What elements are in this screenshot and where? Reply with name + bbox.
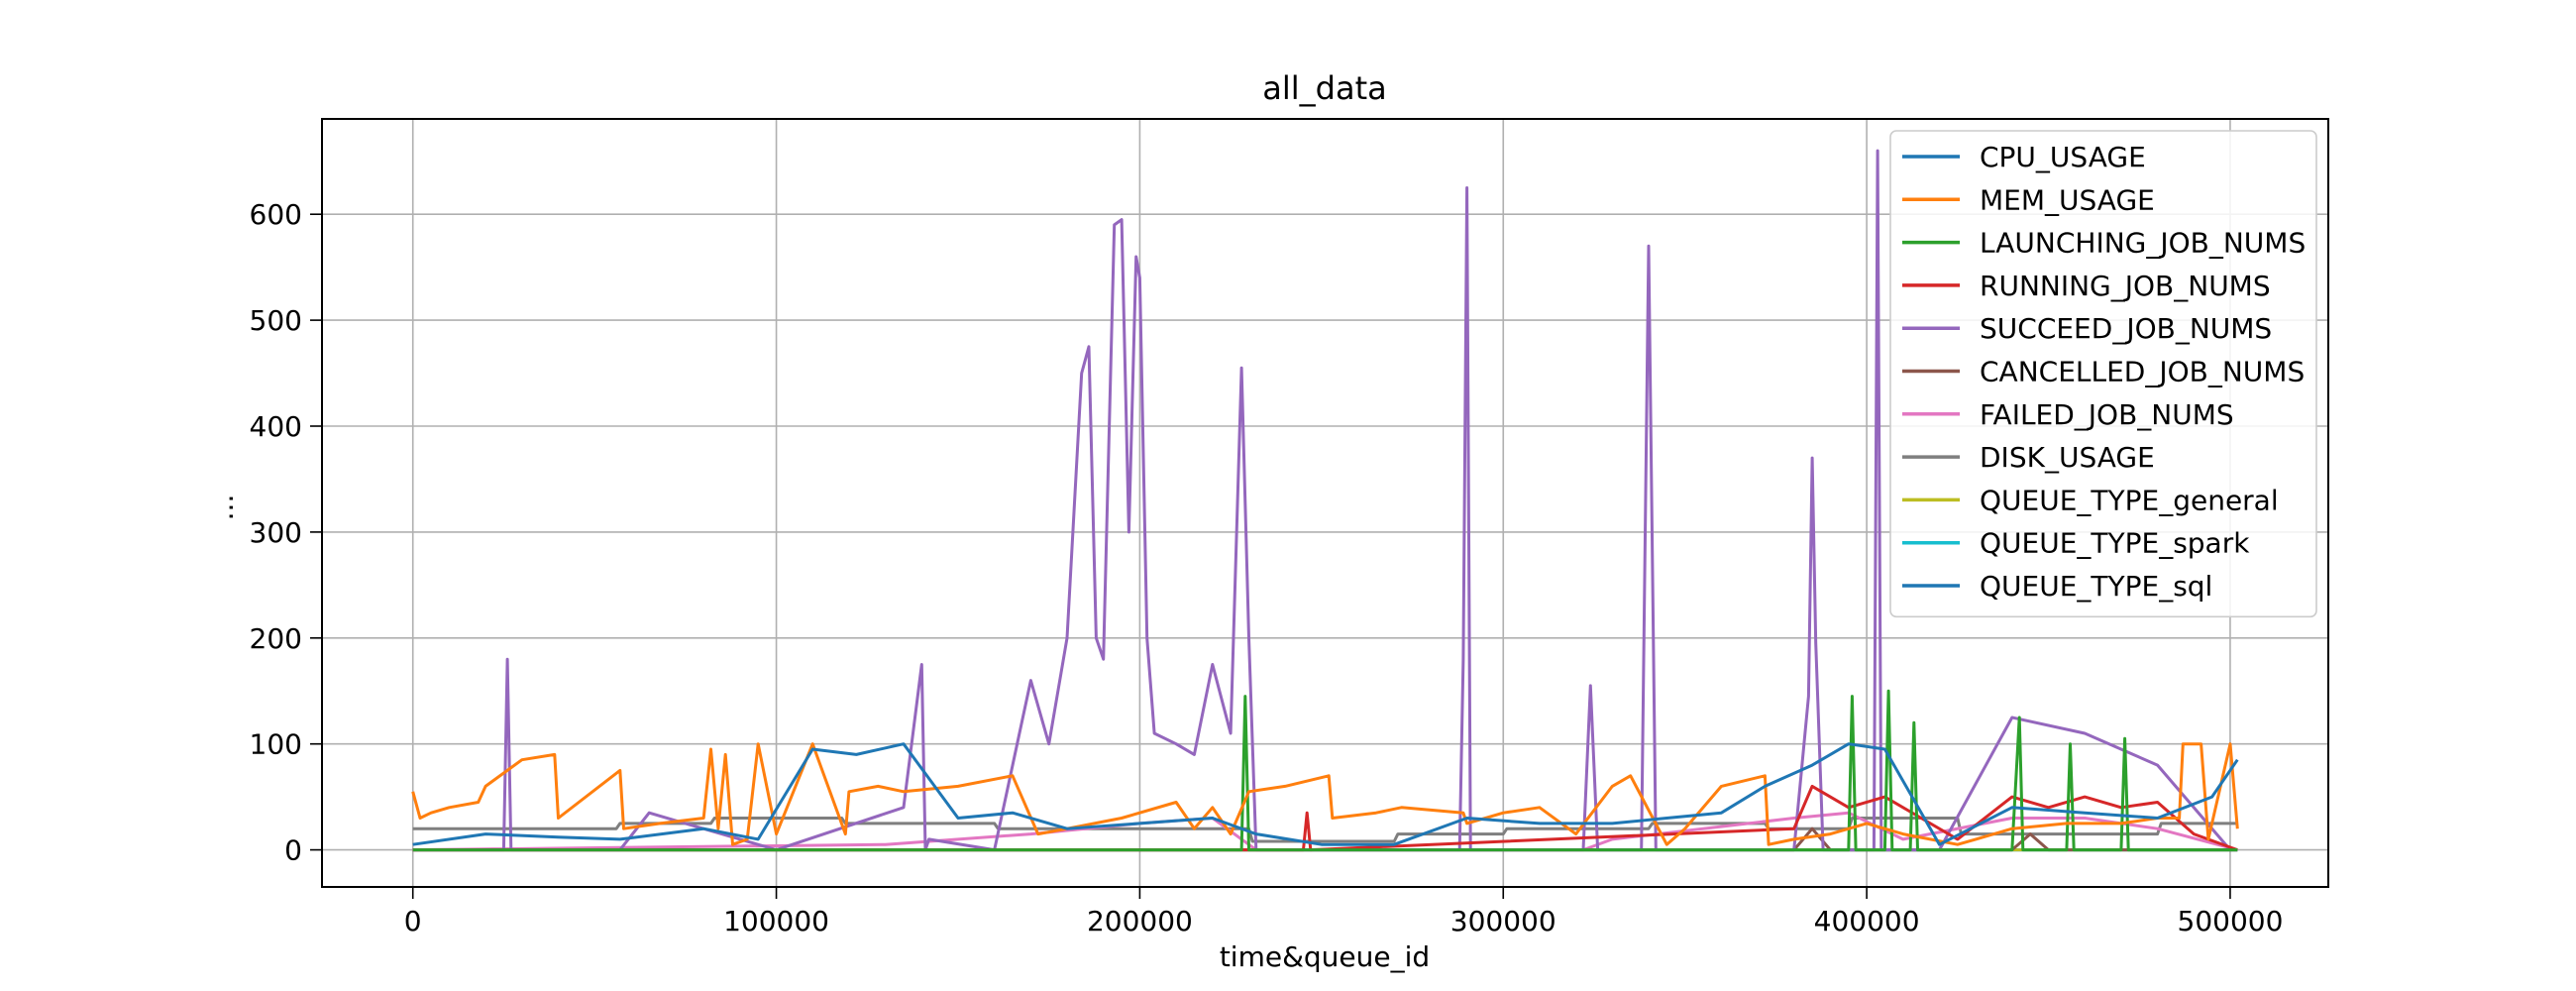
legend-label-cancelled-job-nums: CANCELLED_JOB_NUMS xyxy=(1980,356,2305,388)
plot-frame xyxy=(321,118,2329,888)
y-axis: 0 100 200 300 400 500 600 xyxy=(250,198,322,867)
legend-label-cpu-usage: CPU_USAGE xyxy=(1980,141,2146,173)
y-axis-label: ... xyxy=(207,495,240,521)
series-line-launching-job-nums xyxy=(412,689,2238,852)
legend-box xyxy=(1889,130,2317,618)
x-tick-label: 200000 xyxy=(1087,905,1193,937)
legend-label-running-job-nums: RUNNING_JOB_NUMS xyxy=(1980,270,2271,302)
y-tick-label: 0 xyxy=(284,834,302,867)
x-axis-label: time&queue_id xyxy=(1220,940,1430,973)
plot-data xyxy=(411,149,2239,852)
legend-label-mem-usage: MEM_USAGE xyxy=(1980,183,2155,216)
legend-label-failed-job-nums: FAILED_JOB_NUMS xyxy=(1980,398,2234,431)
series-line-disk-usage xyxy=(412,817,2238,843)
series-line-running-job-nums xyxy=(412,784,2238,852)
x-tick-label: 500000 xyxy=(2178,905,2284,937)
x-tick-label: 100000 xyxy=(723,905,829,937)
legend-label-disk-usage: DISK_USAGE xyxy=(1980,441,2155,474)
legend: CPU_USAGE MEM_USAGE LAUNCHING_JOB_NUMS RUNN… xyxy=(1889,130,2317,618)
y-tick-label: 400 xyxy=(250,410,302,443)
x-tick-label: 300000 xyxy=(1450,905,1556,937)
series-line-succeed-job-nums xyxy=(412,149,2238,852)
y-tick-label: 600 xyxy=(250,198,302,231)
legend-label-queue-type-sql: QUEUE_TYPE_sql xyxy=(1980,570,2212,603)
x-tick-label: 400000 xyxy=(1814,905,1920,937)
legend-label-launching-job-nums: LAUNCHING_JOB_NUMS xyxy=(1980,227,2306,260)
legend-label-queue-type-spark: QUEUE_TYPE_spark xyxy=(1980,527,2250,560)
x-axis: 0 100000 200000 300000 400000 500000 xyxy=(404,887,2284,937)
y-tick-label: 300 xyxy=(250,516,302,549)
chart-title: all_data xyxy=(1262,69,1386,107)
series-line-cpu-usage xyxy=(412,742,2239,846)
legend-label-queue-type-general: QUEUE_TYPE_general xyxy=(1980,484,2279,516)
legend-label-succeed-job-nums: SUCCEED_JOB_NUMS xyxy=(1980,312,2272,345)
x-tick-label: 0 xyxy=(404,905,422,937)
y-tick-label: 200 xyxy=(250,622,302,655)
y-tick-label: 500 xyxy=(250,304,302,337)
y-tick-label: 100 xyxy=(250,728,302,761)
series-line-mem-usage xyxy=(411,742,2239,846)
